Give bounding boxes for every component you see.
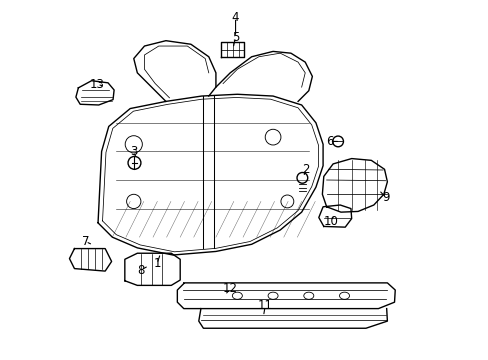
Text: 6: 6	[325, 135, 333, 148]
Text: 4: 4	[231, 11, 239, 24]
Text: 8: 8	[137, 264, 144, 276]
Text: 9: 9	[381, 191, 388, 204]
Text: 3: 3	[130, 145, 137, 158]
Text: 1: 1	[153, 257, 161, 270]
Text: 2: 2	[302, 163, 309, 176]
Text: 5: 5	[231, 31, 239, 44]
Text: 13: 13	[90, 78, 104, 91]
Text: 12: 12	[222, 283, 237, 296]
Text: 11: 11	[257, 299, 272, 312]
Text: 7: 7	[81, 235, 89, 248]
Text: 10: 10	[323, 215, 338, 228]
